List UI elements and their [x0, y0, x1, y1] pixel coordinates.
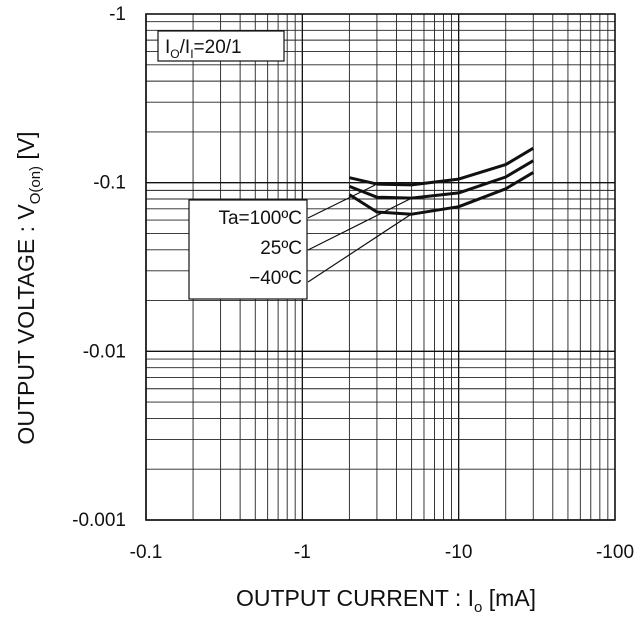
x-axis-title: OUTPUT CURRENT : Io [mA]: [236, 585, 536, 616]
y-tick-label: -0.1: [93, 173, 126, 194]
condition-box: [157, 30, 285, 62]
legend-label-2: −40ºC: [249, 268, 302, 289]
series-line-2: [348, 171, 535, 216]
legend: Ta=100ºC 25ºC −40ºC: [218, 184, 410, 289]
legend-leader-2: [307, 214, 410, 283]
x-tick-label: -100: [596, 542, 634, 563]
y-tick-label: -0.01: [83, 341, 126, 362]
series-line-1: [348, 159, 535, 200]
series-curves: [348, 146, 535, 216]
y-tick-labels: -1 -0.1 -0.01 -0.001: [72, 4, 126, 531]
legend-label-0: Ta=100ºC: [218, 208, 302, 229]
series-line-0: [349, 146, 535, 187]
y-axis-title: OUTPUT VOLTAGE : VO(on) [V]: [13, 131, 44, 444]
x-tick-label: -10: [445, 542, 472, 563]
legend-label-1: 25ºC: [260, 238, 302, 259]
x-tick-label: -0.1: [130, 542, 163, 563]
y-tick-label: -0.001: [72, 510, 126, 531]
x-tick-labels: -0.1 -1 -10 -100: [130, 542, 634, 563]
legend-leader-1: [307, 198, 410, 251]
y-tick-label: -1: [109, 4, 126, 25]
legend-leader-0: [307, 184, 376, 219]
plot-frame: [145, 13, 616, 521]
legend-box: [188, 199, 308, 300]
condition-label: IO/II=20/1: [165, 37, 242, 61]
x-tick-label: -1: [294, 542, 311, 563]
grid-lines: [145, 14, 615, 521]
